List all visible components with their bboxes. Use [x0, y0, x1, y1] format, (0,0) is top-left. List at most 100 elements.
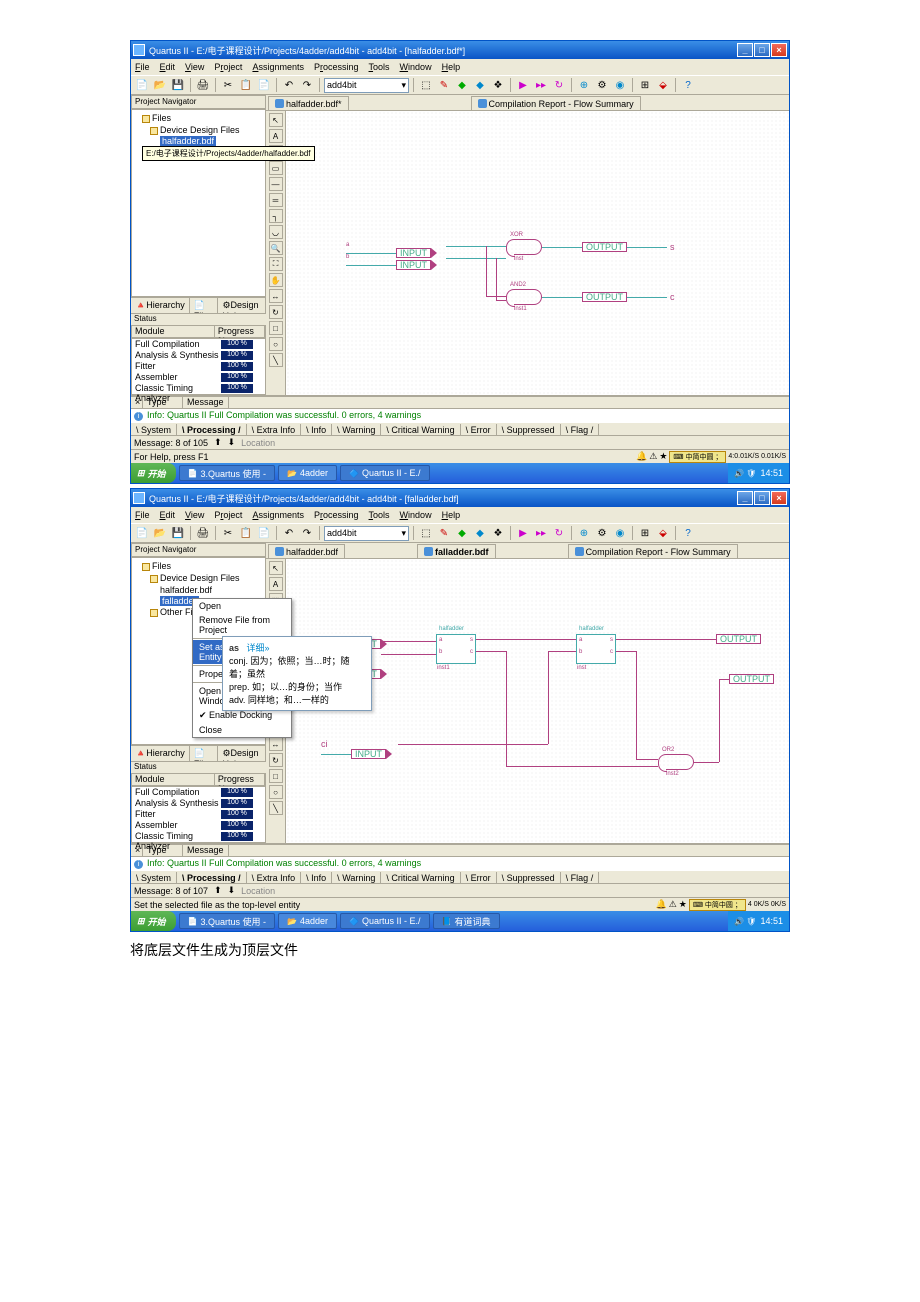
tool[interactable]: ✎: [436, 525, 452, 541]
vtool[interactable]: ○: [269, 785, 283, 799]
message-row[interactable]: iInfo: Quartus II Full Compilation was s…: [131, 857, 789, 871]
vtool-text[interactable]: A: [269, 129, 283, 143]
vtool[interactable]: ↖: [269, 561, 283, 575]
wire[interactable]: [381, 654, 436, 655]
vtool-zoom[interactable]: 🔍: [269, 241, 283, 255]
tree-halfadder[interactable]: halfadder.bdf: [160, 585, 212, 595]
vtool-rotate[interactable]: ↻: [269, 305, 283, 319]
tab-halfadder[interactable]: halfadder.bdf: [268, 544, 345, 558]
mtab-error[interactable]: \ Error: [461, 424, 497, 436]
tray-icon[interactable]: ⚠: [669, 899, 677, 910]
task-1[interactable]: 📄 3.Quartus 使用 -: [179, 465, 276, 481]
start-button[interactable]: ⊞ 开始: [131, 463, 176, 483]
task-1[interactable]: 📄 3.Quartus 使用 -: [179, 913, 276, 929]
task-3[interactable]: 🔷 Quartus II - E./: [340, 913, 430, 929]
ctx-close[interactable]: Close: [193, 723, 291, 737]
ctx-open[interactable]: Open: [193, 599, 291, 613]
ctx-remove[interactable]: Remove File from Project: [193, 613, 291, 637]
tab-files[interactable]: 📄Files: [190, 746, 219, 761]
menu-edit[interactable]: Edit: [160, 510, 176, 520]
redo-button[interactable]: ↷: [299, 525, 315, 541]
tree-root[interactable]: Files: [152, 561, 171, 571]
undo-button[interactable]: ↶: [281, 525, 297, 541]
vtool[interactable]: A: [269, 577, 283, 591]
tool[interactable]: ⬙: [655, 525, 671, 541]
wire[interactable]: [476, 651, 506, 652]
cut-button[interactable]: ✂: [220, 77, 236, 93]
wire[interactable]: [506, 651, 507, 766]
tool-2[interactable]: ✎: [436, 77, 452, 93]
vtool-full[interactable]: ⛶: [269, 257, 283, 271]
ime-indicator[interactable]: ⌨ 中简中圆 ；: [689, 899, 746, 911]
mtab-info[interactable]: \ Info: [301, 424, 332, 436]
vtool-wire[interactable]: ┐: [269, 209, 283, 223]
msg-down-button[interactable]: ⬇: [228, 437, 236, 448]
tool-12[interactable]: ⊞: [637, 77, 653, 93]
msg-up-button[interactable]: ⬆: [214, 437, 222, 448]
tool-11[interactable]: ◉: [612, 77, 628, 93]
titlebar-2[interactable]: Quartus II - E:/电子课程设计/Projects/4adder/a…: [131, 489, 789, 507]
mtab-warning[interactable]: \ Warning: [332, 424, 381, 436]
wire[interactable]: [398, 744, 548, 745]
tool[interactable]: ◆: [454, 525, 470, 541]
tray-icon[interactable]: ★: [659, 451, 667, 462]
tool-4[interactable]: ◆: [472, 77, 488, 93]
schematic-canvas-1[interactable]: a INPUT b INPUT XORinst AND2inst1: [286, 111, 789, 395]
tab-halfadder[interactable]: halfadder.bdf*: [268, 96, 349, 110]
tray-icon[interactable]: ⚠: [649, 451, 657, 462]
tool[interactable]: ↻: [551, 525, 567, 541]
menu-project[interactable]: Project: [214, 510, 242, 520]
project-tree[interactable]: Files Device Design Files halfadder.bdf …: [131, 557, 266, 745]
mtab-critical[interactable]: \ Critical Warning: [381, 424, 460, 436]
tool-7[interactable]: ▸▸: [533, 77, 549, 93]
vtool-hand[interactable]: ✋: [269, 273, 283, 287]
system-tray[interactable]: 🔊 🛡 14:51: [728, 463, 789, 483]
mtab-system[interactable]: \ System: [131, 424, 177, 436]
print-button[interactable]: 🖨: [195, 525, 211, 541]
vtool-select[interactable]: ↖: [269, 113, 283, 127]
menu-assignments[interactable]: Assignments: [252, 510, 304, 520]
wire[interactable]: [476, 639, 576, 640]
maximize-button[interactable]: □: [754, 43, 770, 57]
tool[interactable]: ⬚: [418, 525, 434, 541]
wire[interactable]: [719, 679, 720, 762]
output-c[interactable]: OUTPUTc: [582, 292, 675, 302]
new-button[interactable]: 📄: [134, 77, 150, 93]
menu-view[interactable]: View: [185, 510, 204, 520]
tool-10[interactable]: ⚙: [594, 77, 610, 93]
tab-compilation-report[interactable]: Compilation Report - Flow Summary: [471, 96, 641, 110]
vtool[interactable]: ╲: [269, 801, 283, 815]
tab-hierarchy[interactable]: 🔺Hierarchy: [131, 746, 190, 761]
menu-tools[interactable]: Tools: [369, 62, 390, 72]
output-s[interactable]: OUTPUT: [716, 634, 761, 644]
tool[interactable]: ◉: [612, 525, 628, 541]
wire[interactable]: [381, 641, 436, 642]
wire[interactable]: [616, 639, 716, 640]
wire[interactable]: [542, 247, 582, 248]
message-row[interactable]: iInfo: Quartus II Full Compilation was s…: [131, 409, 789, 423]
maximize-button[interactable]: □: [754, 491, 770, 505]
tab-falladder[interactable]: falladder.bdf: [417, 544, 496, 558]
tree-halfadder-selected[interactable]: halfadder.bdf: [160, 136, 216, 146]
mtab-extrainfo[interactable]: \ Extra Info: [247, 872, 302, 884]
titlebar-1[interactable]: Quartus II - E:/电子课程设计/Projects/4adder/a…: [131, 41, 789, 59]
tray-icon[interactable]: 🔔: [655, 899, 666, 910]
input-b[interactable]: b INPUT: [346, 253, 437, 270]
tool-13[interactable]: ⬙: [655, 77, 671, 93]
menu-file[interactable]: File: [135, 510, 150, 520]
menu-window[interactable]: Window: [400, 62, 432, 72]
task-2[interactable]: 📂 4adder: [278, 465, 337, 481]
vtool-block[interactable]: ▭: [269, 161, 283, 175]
mtab-warning[interactable]: \ Warning: [332, 872, 381, 884]
wire[interactable]: [719, 679, 729, 680]
wire[interactable]: [616, 651, 636, 652]
mtab-extrainfo[interactable]: \ Extra Info: [247, 424, 302, 436]
undo-button[interactable]: ↶: [281, 77, 297, 93]
wire[interactable]: [446, 246, 506, 247]
tool-5[interactable]: ❖: [490, 77, 506, 93]
paste-button[interactable]: 📄: [256, 525, 272, 541]
msg-up-button[interactable]: ⬆: [214, 885, 222, 896]
vtool[interactable]: ↔: [269, 737, 283, 751]
redo-button[interactable]: ↷: [299, 77, 315, 93]
tool-8[interactable]: ↻: [551, 77, 567, 93]
